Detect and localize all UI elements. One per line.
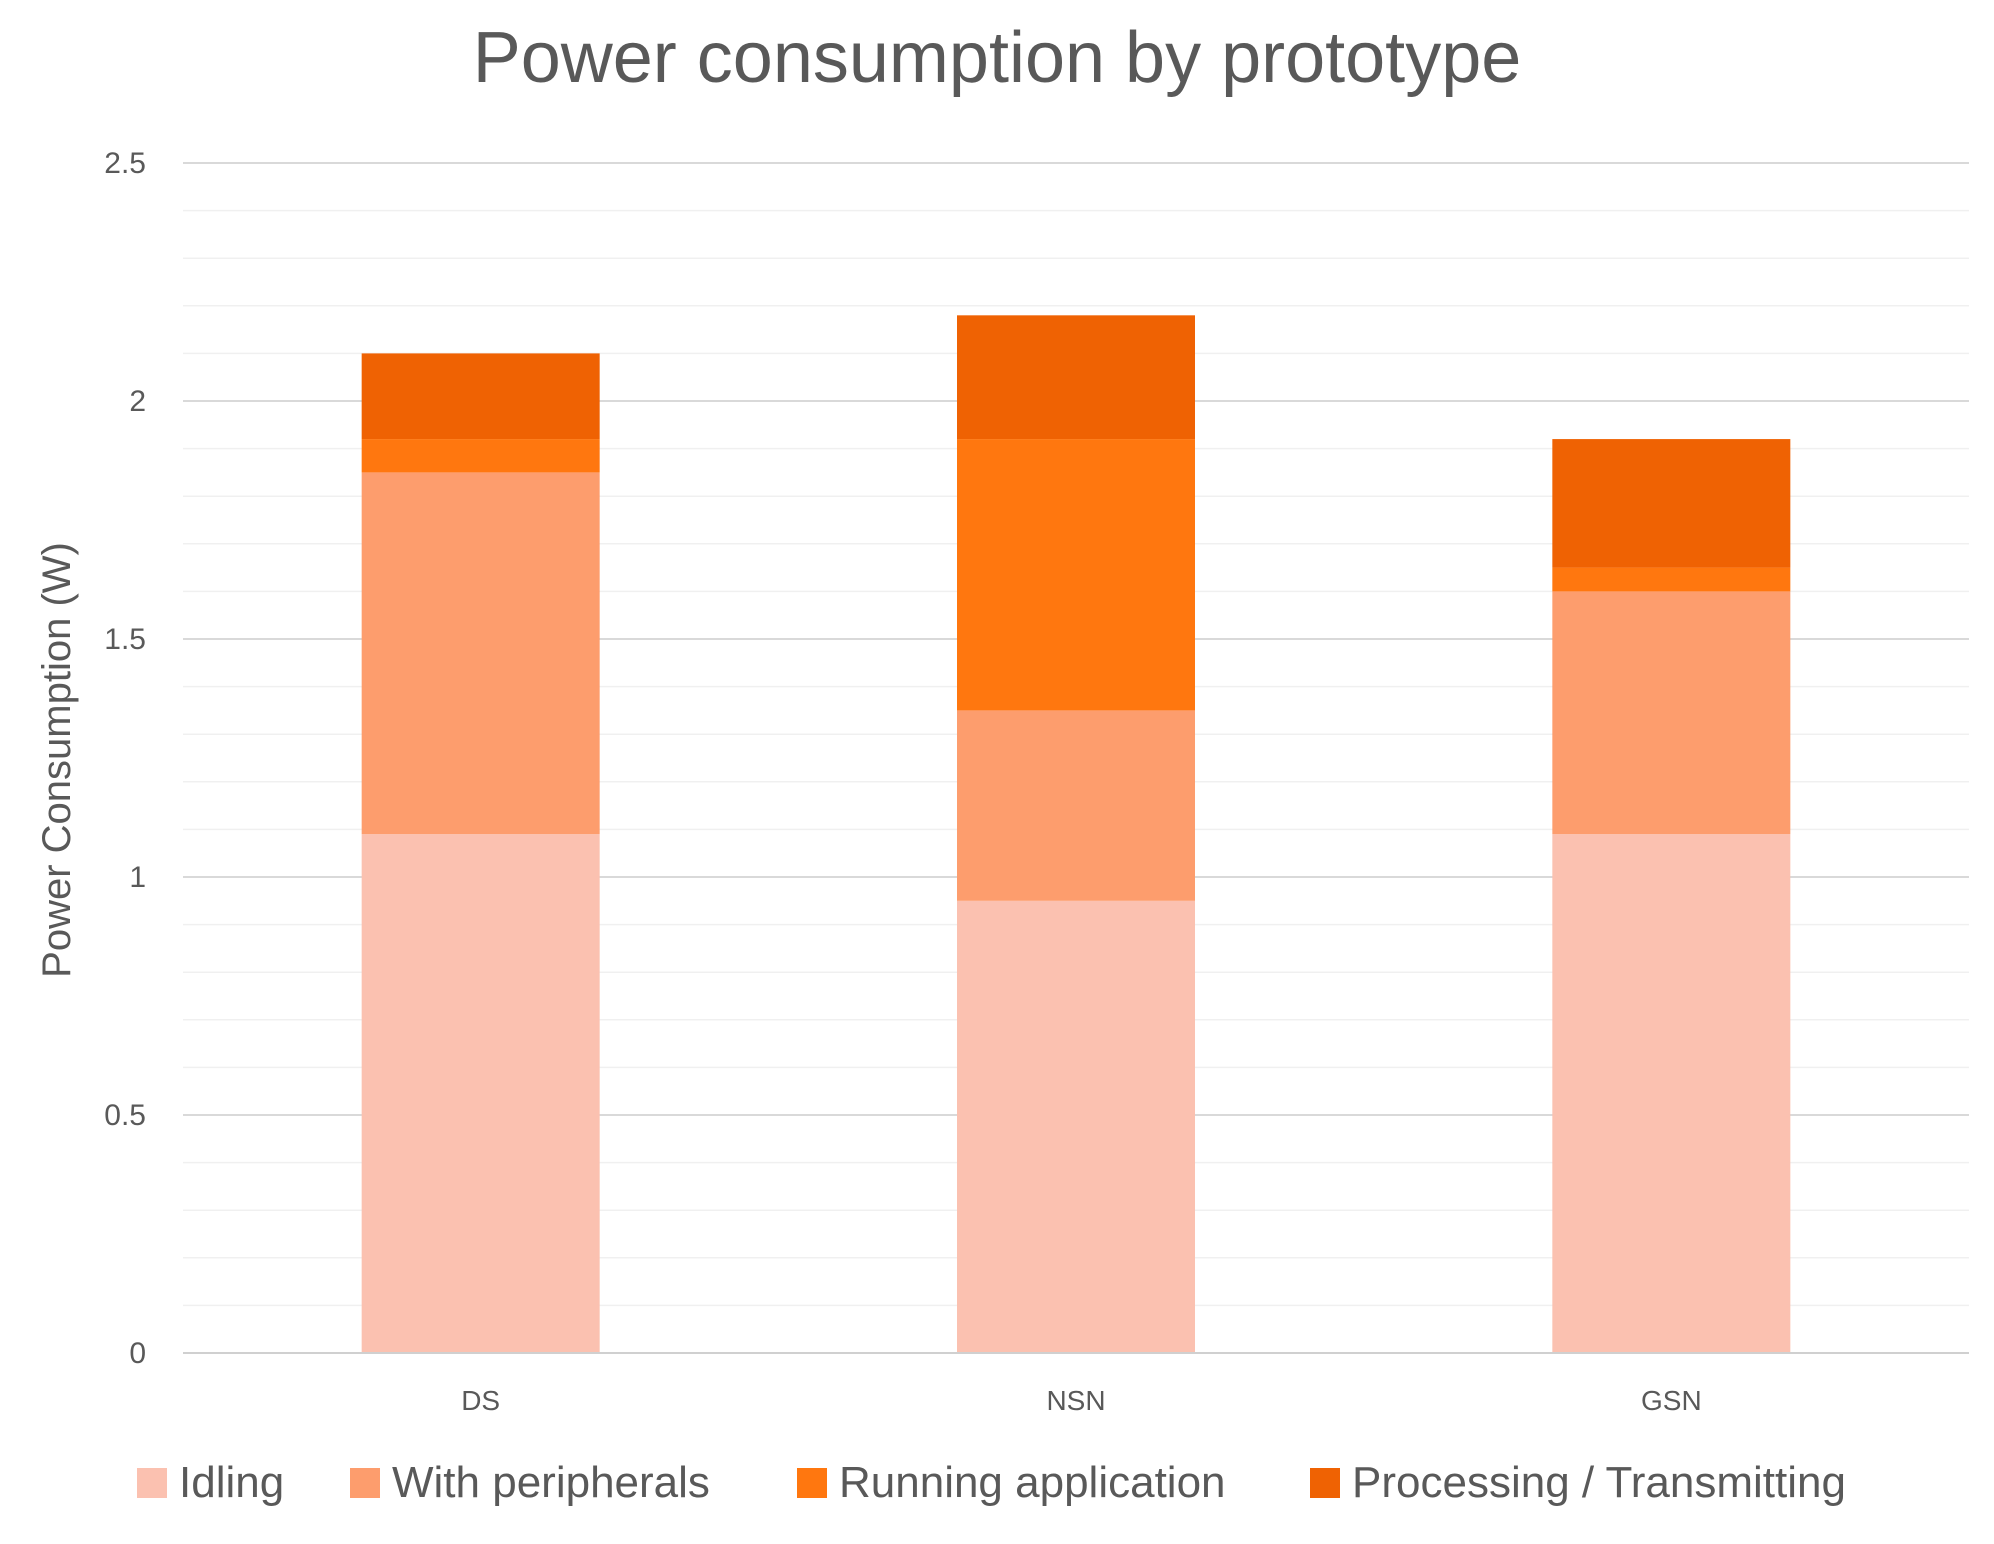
bar-segment-nsn-3	[957, 439, 1195, 711]
y-axis-ticks: 0 0.5 1 1.5 2 2.5	[104, 147, 146, 1370]
legend: Idling With peripherals Running applicatio…	[137, 1458, 1846, 1507]
bars	[361, 315, 1791, 1353]
bar-segment-ds-4	[361, 353, 600, 440]
y-tick-label: 2	[129, 385, 146, 418]
legend-swatch	[137, 1468, 167, 1498]
x-tick-label: NSN	[1046, 1385, 1105, 1416]
legend-swatch	[797, 1468, 827, 1498]
bar-segment-nsn-2	[957, 710, 1195, 901]
x-tick-label: GSN	[1641, 1385, 1702, 1416]
legend-label: Running application	[839, 1458, 1226, 1507]
y-tick-label: 2.5	[104, 147, 146, 180]
bar-segment-gsn-3	[1552, 567, 1791, 592]
y-tick-label: 0	[129, 1337, 146, 1370]
x-tick-label: DS	[461, 1385, 500, 1416]
bar-segment-gsn-4	[1552, 439, 1791, 568]
legend-label: Idling	[179, 1458, 284, 1507]
legend-label: Processing / Transmitting	[1352, 1458, 1846, 1507]
legend-label: With peripherals	[392, 1458, 710, 1507]
bar-segment-ds-3	[361, 439, 600, 473]
bar-segment-gsn-1	[1552, 834, 1791, 1353]
bar-segment-gsn-2	[1552, 591, 1791, 835]
y-axis-label: Power Consumption (W)	[35, 542, 79, 978]
x-axis-ticks: DS NSN GSN	[461, 1385, 1701, 1416]
y-tick-label: 1.5	[104, 623, 146, 656]
bar-segment-nsn-1	[957, 900, 1195, 1353]
y-tick-label: 0.5	[104, 1099, 146, 1132]
bar-segment-nsn-4	[957, 315, 1195, 440]
chart-title: Power consumption by prototype	[473, 18, 1522, 98]
legend-swatch	[350, 1468, 380, 1498]
y-tick-label: 1	[129, 861, 146, 894]
bar-segment-ds-1	[361, 834, 600, 1353]
legend-swatch	[1310, 1468, 1340, 1498]
bar-segment-ds-2	[361, 472, 600, 835]
